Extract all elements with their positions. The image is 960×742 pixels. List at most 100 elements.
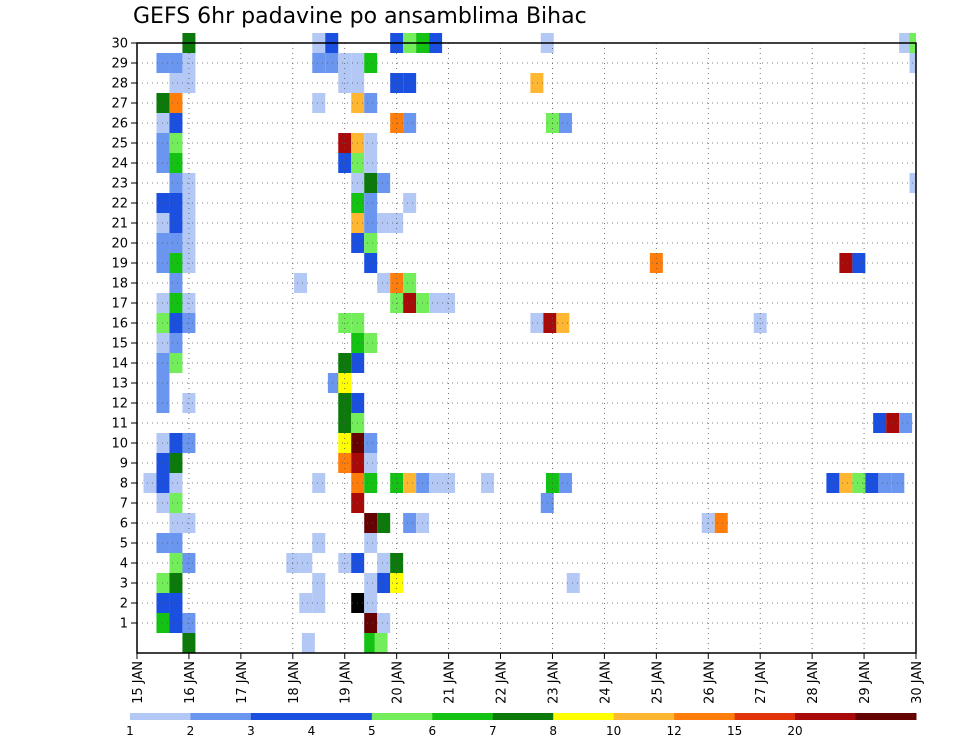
heatmap-cell: [327, 373, 341, 393]
colorbar-label: 1: [126, 724, 134, 738]
heatmap-cell: [403, 273, 417, 293]
heatmap-cell: [852, 473, 866, 493]
x-tick-label: 19 JAN: [339, 661, 354, 704]
x-tick-label: 30 JAN: [910, 661, 925, 704]
heatmap-cell: [429, 473, 443, 493]
y-tick-label: 30: [111, 37, 128, 52]
y-tick-label: 22: [111, 197, 128, 212]
heatmap-cell: [299, 593, 313, 613]
y-tick-label: 28: [111, 77, 128, 92]
heatmap-cell: [566, 573, 580, 593]
y-tick-label: 14: [111, 357, 128, 372]
heatmap-cell: [169, 213, 183, 233]
grid-lines: [137, 42, 916, 653]
heatmap-cell: [377, 573, 391, 593]
heatmap-cell: [312, 93, 326, 113]
heatmap-cell: [169, 353, 183, 373]
heatmap-cell: [364, 233, 378, 253]
heatmap-cell: [143, 473, 157, 493]
heatmap-cell: [377, 273, 391, 293]
heatmap-cell: [530, 73, 544, 93]
heatmap-cell: [169, 473, 183, 493]
y-tick-label: 20: [111, 237, 128, 252]
y-tick-label: 15: [111, 337, 128, 352]
heatmap-cell: [169, 613, 183, 633]
colorbar-label: 6: [428, 724, 436, 738]
heatmap-cell: [865, 473, 879, 493]
colorbar-swatch: [795, 713, 857, 720]
heatmap-cell: [169, 313, 183, 333]
colorbar-swatch: [553, 713, 615, 720]
heatmap-cell: [169, 453, 183, 473]
heatmap-cell: [558, 473, 572, 493]
heatmap-cell: [852, 253, 866, 273]
heatmap-cell: [169, 93, 183, 113]
colorbar-swatch: [432, 713, 494, 720]
heatmap-cell: [403, 513, 417, 533]
heatmap-cell: [169, 73, 183, 93]
heatmap-cell: [169, 153, 183, 173]
chart-title: GEFS 6hr padavine po ansamblima Bihac: [133, 4, 587, 29]
y-tick-label: 29: [111, 57, 128, 72]
colorbar-label: 20: [787, 724, 802, 738]
heatmap-cell: [169, 273, 183, 293]
x-tick-label: 21 JAN: [443, 661, 458, 704]
y-tick-label: 5: [120, 537, 128, 552]
heatmap-cell: [364, 93, 378, 113]
heatmap-cell: [839, 473, 853, 493]
heatmap-cell: [714, 513, 728, 533]
heatmap-cell: [312, 533, 326, 553]
x-tick-label: 25 JAN: [650, 661, 665, 704]
colorbar-swatch: [492, 713, 554, 720]
x-tick-label: 23 JAN: [546, 661, 561, 704]
heatmap-cell: [299, 553, 313, 573]
heatmap-cell: [169, 293, 183, 313]
x-tick-label: 18 JAN: [287, 661, 302, 704]
y-tick-label: 2: [120, 597, 128, 612]
x-tick-label: 27 JAN: [754, 661, 769, 704]
colorbar-swatch: [250, 713, 312, 720]
heatmap-cell: [899, 413, 913, 433]
heatmap-cell: [364, 433, 378, 453]
heatmap-cell: [169, 553, 183, 573]
colorbar-label: 2: [187, 724, 195, 738]
colorbar-swatch: [190, 713, 252, 720]
heatmap-cell: [364, 53, 378, 73]
y-tick-label: 8: [120, 477, 128, 492]
heatmap-cell: [364, 133, 378, 153]
heatmap-cell: [364, 453, 378, 473]
colorbar-swatch: [130, 713, 191, 720]
heatmap-cell: [403, 293, 417, 313]
plot-frame: [136, 42, 917, 654]
colorbar-label: 8: [549, 724, 557, 738]
heatmap-cell: [377, 613, 391, 633]
heatmap-cell: [312, 593, 326, 613]
y-tick-label: 11: [111, 417, 128, 432]
heatmap-cell: [377, 513, 391, 533]
heatmap-cell: [878, 473, 892, 493]
heatmap-cell: [377, 553, 391, 573]
y-tick-label: 26: [111, 117, 128, 132]
x-tick-label: 20 JAN: [391, 661, 406, 704]
x-tick-label: 24 JAN: [598, 661, 613, 704]
heatmap-cell: [429, 293, 443, 313]
heatmap-cell: [364, 253, 378, 273]
heatmap-cell: [364, 593, 378, 613]
colorbar-label: 10: [606, 724, 621, 738]
colorbar-swatch: [855, 713, 917, 720]
heatmap-cell: [169, 573, 183, 593]
y-tick-label: 6: [120, 517, 128, 532]
colorbar-label: 7: [489, 724, 497, 738]
heatmap-cell: [169, 233, 183, 253]
heatmap-cell: [312, 473, 326, 493]
heatmap-cell: [364, 213, 378, 233]
x-tick-label: 16 JAN: [183, 661, 198, 704]
heatmap-cell: [364, 193, 378, 213]
heatmap-cell: [374, 633, 388, 653]
y-tick-label: 9: [120, 457, 128, 472]
heatmap-cell: [325, 53, 339, 73]
heatmap-cell: [169, 193, 183, 213]
heatmap-cell: [403, 113, 417, 133]
colorbar-swatch: [674, 713, 736, 720]
